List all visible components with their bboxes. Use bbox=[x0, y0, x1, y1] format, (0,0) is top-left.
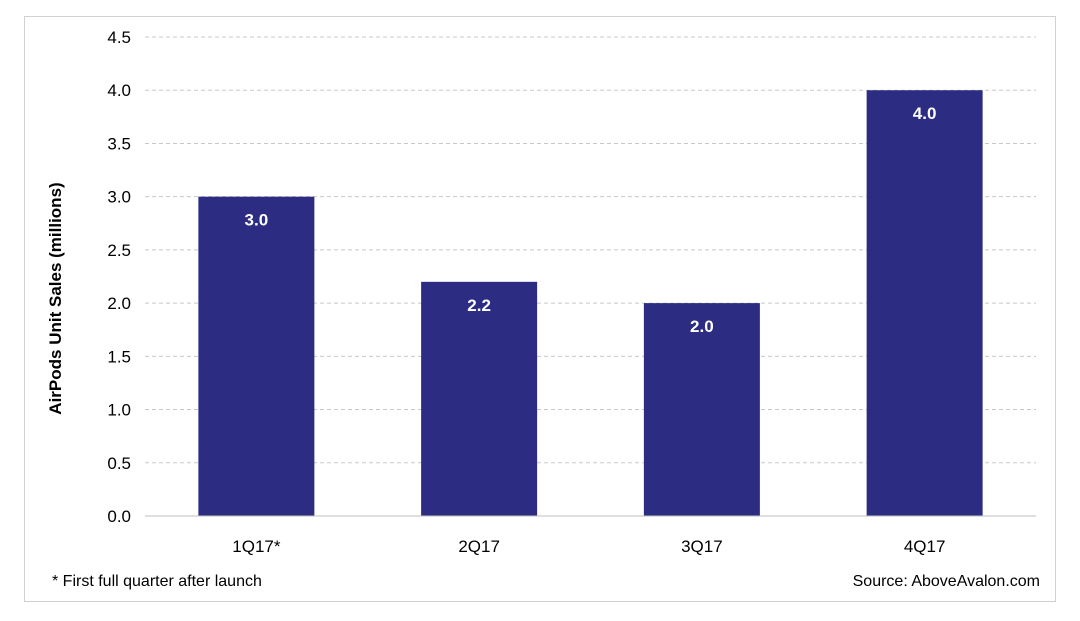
x-category-label: 3Q17 bbox=[681, 537, 723, 556]
y-tick-label: 0.0 bbox=[107, 507, 131, 526]
x-category-label: 1Q17* bbox=[232, 537, 281, 556]
bar-value-label: 2.2 bbox=[467, 296, 491, 315]
source-credit: Source: AboveAvalon.com bbox=[852, 573, 1040, 590]
x-axis-categories: 1Q17* 2Q17 3Q17 4Q17 bbox=[232, 537, 945, 556]
footnote: * First full quarter after launch bbox=[52, 573, 262, 590]
bar bbox=[198, 196, 315, 516]
y-tick-label: 4.5 bbox=[107, 28, 131, 47]
bar-value-label: 4.0 bbox=[913, 104, 937, 123]
bars: 3.0 2.2 2.0 4.0 bbox=[198, 90, 983, 516]
bar bbox=[866, 90, 983, 516]
y-tick-label: 3.0 bbox=[107, 188, 131, 207]
y-tick-label: 0.5 bbox=[107, 454, 131, 473]
bar-value-label: 2.0 bbox=[690, 317, 714, 336]
y-tick-label: 1.5 bbox=[107, 347, 131, 366]
y-tick-label: 4.0 bbox=[107, 81, 131, 100]
y-axis-title: AirPods Unit Sales (millions) bbox=[46, 182, 65, 414]
bar bbox=[643, 303, 760, 516]
y-axis-ticks: 0.0 0.5 1.0 1.5 2.0 2.5 3.0 3.5 4.0 4.5 bbox=[107, 28, 131, 526]
x-category-label: 4Q17 bbox=[904, 537, 946, 556]
y-tick-label: 3.5 bbox=[107, 134, 131, 153]
y-tick-label: 2.5 bbox=[107, 241, 131, 260]
bar-value-label: 3.0 bbox=[245, 211, 269, 230]
y-tick-label: 2.0 bbox=[107, 294, 131, 313]
bar bbox=[421, 281, 538, 516]
y-tick-label: 1.0 bbox=[107, 401, 131, 420]
x-category-label: 2Q17 bbox=[458, 537, 500, 556]
